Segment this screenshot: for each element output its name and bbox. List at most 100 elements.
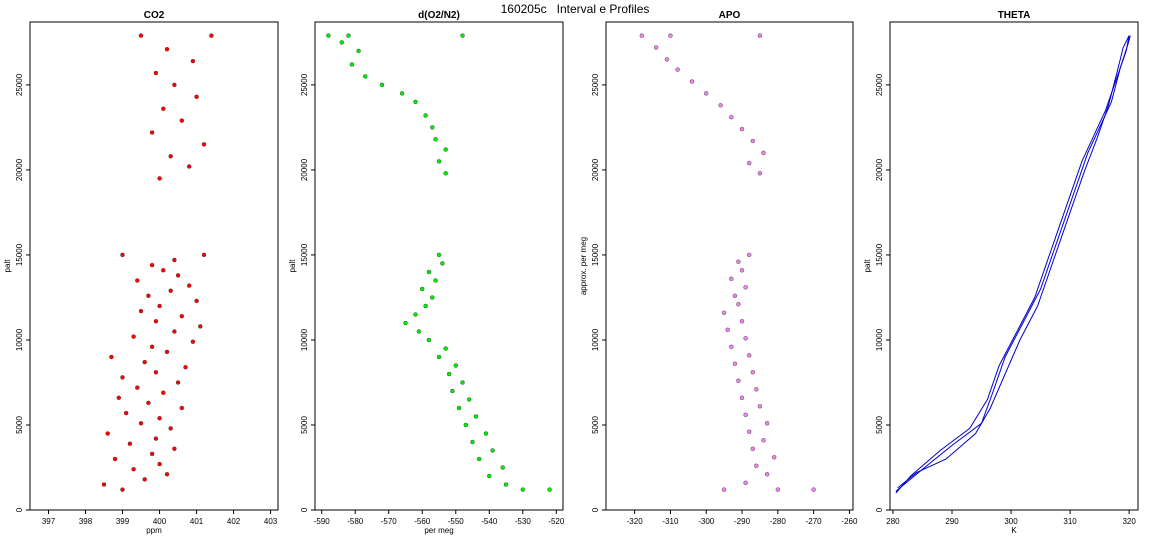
data-point	[725, 327, 730, 332]
data-point	[112, 456, 118, 462]
data-point	[179, 314, 185, 319]
data-point	[186, 283, 192, 288]
data-point	[168, 288, 173, 293]
data-point	[487, 473, 492, 479]
data-point	[120, 487, 125, 492]
x-axis-label: K	[1011, 526, 1017, 535]
data-point	[430, 295, 435, 300]
data-point	[739, 268, 745, 273]
data-point	[349, 62, 355, 67]
data-point	[116, 395, 122, 400]
y-tick-label: 5000	[591, 416, 600, 434]
data-point	[453, 363, 458, 368]
series-line-3	[897, 35, 1130, 489]
data-point	[747, 353, 752, 358]
data-point	[423, 113, 428, 118]
panel-4: THETA 280 290 300 310 320 0 5000 10000 15000 20000…	[863, 10, 1139, 535]
data-point	[772, 455, 777, 460]
x-tick-label: -300	[698, 517, 715, 526]
x-tick-label: 398	[79, 517, 93, 526]
y-tick-label: 25000	[591, 73, 600, 96]
data-point	[747, 252, 752, 258]
y-tick-label: 15000	[15, 243, 24, 266]
data-point	[161, 390, 166, 395]
x-tick-label: 290	[945, 517, 959, 526]
data-point	[547, 487, 552, 492]
y-tick-label: 0	[300, 507, 309, 512]
data-point	[175, 273, 181, 278]
data-point	[172, 329, 177, 334]
data-point	[743, 285, 748, 290]
data-point	[729, 276, 734, 281]
data-point	[754, 387, 759, 392]
data-point	[436, 159, 442, 164]
data-point	[764, 472, 770, 477]
x-axis-label: per meg	[424, 526, 453, 535]
y-axis-label: palt	[288, 259, 297, 273]
data-point	[460, 33, 465, 38]
panel-title: THETA	[998, 10, 1031, 21]
data-point	[739, 126, 745, 132]
x-tick-label: 397	[42, 517, 56, 526]
y-tick-label: 20000	[875, 158, 884, 181]
series-line-1	[895, 35, 1130, 494]
y-axis-label: palt	[3, 259, 12, 273]
data-point	[157, 303, 162, 309]
x-tick-label: -270	[806, 517, 823, 526]
data-point	[164, 47, 170, 52]
data-point	[135, 385, 140, 390]
panel-1: CO2 397 398 399 400 401 402 403 0 5000 10000 15000 2…	[3, 10, 279, 535]
data-point	[754, 463, 759, 468]
x-tick-label: -550	[448, 517, 465, 526]
data-point	[443, 171, 448, 176]
figure-title: 160205c Interval e Profiles	[500, 2, 650, 16]
data-point	[127, 441, 133, 446]
y-tick-label: 20000	[15, 158, 24, 181]
x-tick-label: 320	[1122, 517, 1136, 526]
data-point	[440, 261, 445, 266]
data-point	[470, 439, 475, 445]
x-tick-label: -520	[548, 517, 565, 526]
data-point	[736, 378, 741, 383]
data-point	[149, 130, 155, 135]
y-tick-label: 10000	[300, 328, 309, 351]
x-tick-label: -570	[381, 517, 398, 526]
data-point	[520, 487, 525, 492]
data-point	[153, 70, 159, 76]
x-tick-label: -560	[414, 517, 431, 526]
x-tick-label: -540	[481, 517, 498, 526]
x-tick-label: -590	[314, 517, 331, 526]
data-point	[190, 339, 196, 344]
data-point	[483, 431, 489, 436]
data-point	[721, 310, 727, 315]
x-tick-label: 402	[227, 517, 241, 526]
data-point	[153, 436, 159, 441]
y-axis-label: palt	[863, 259, 872, 273]
y-tick-label: 0	[15, 507, 24, 512]
plot-frame	[605, 21, 854, 511]
data-point	[420, 286, 425, 292]
data-point	[450, 388, 455, 394]
data-point	[120, 375, 125, 380]
data-point	[668, 33, 673, 38]
data-point	[326, 33, 331, 38]
data-point	[764, 421, 770, 426]
data-point	[194, 298, 199, 304]
data-point	[183, 365, 188, 370]
x-tick-label: 400	[153, 517, 167, 526]
data-point	[426, 337, 432, 343]
data-point	[123, 410, 129, 416]
data-point	[747, 429, 752, 434]
panel-3: APO -320 -310 -300 -290 -280 -270 -260 0 5000 1000…	[579, 10, 858, 526]
x-axis-label: ppm	[146, 526, 162, 535]
data-point	[142, 359, 147, 365]
data-point	[443, 346, 448, 351]
y-tick-label: 0	[591, 507, 600, 512]
data-point	[729, 344, 734, 349]
y-tick-label: 15000	[591, 243, 600, 266]
data-point	[490, 448, 495, 453]
data-point	[433, 278, 438, 283]
data-point	[721, 487, 727, 492]
data-point	[179, 405, 185, 411]
data-point	[101, 482, 107, 487]
